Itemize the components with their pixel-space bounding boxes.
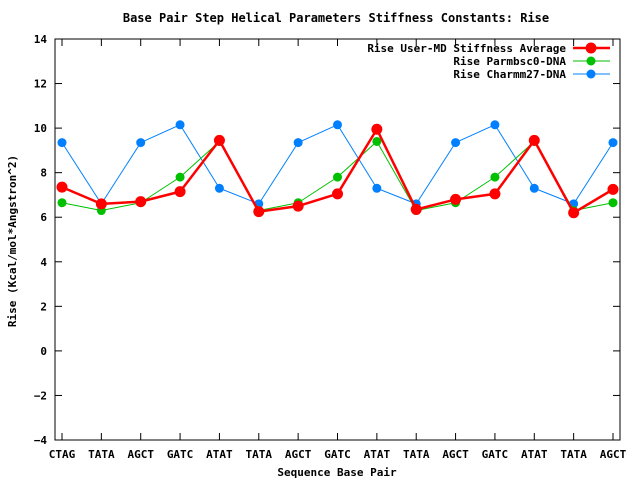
data-point xyxy=(450,193,462,205)
y-axis-label: Rise (Kcal/mol*Angstron^2) xyxy=(6,155,19,327)
y-tick-label: −2 xyxy=(34,389,47,402)
data-point xyxy=(174,186,186,198)
data-point xyxy=(175,172,185,182)
data-point xyxy=(451,138,461,148)
x-tick-label: AGCT xyxy=(442,448,469,461)
x-tick-label: TATA xyxy=(246,448,273,461)
plot-frame xyxy=(54,38,621,441)
data-point xyxy=(57,198,67,208)
data-point xyxy=(372,183,382,193)
data-point xyxy=(608,198,618,208)
legend-swatch-point xyxy=(586,69,596,79)
legend-label: Rise User-MD Stiffness Average xyxy=(367,42,566,55)
x-tick-label: ATAT xyxy=(521,448,548,461)
y-tick-label: −4 xyxy=(34,434,48,447)
x-tick-label: AGCT xyxy=(285,448,312,461)
series-2 xyxy=(57,120,618,209)
data-point xyxy=(568,207,580,219)
data-point xyxy=(489,188,501,200)
data-point xyxy=(607,183,619,195)
data-point xyxy=(135,196,147,208)
x-tick-label: AGCT xyxy=(127,448,154,461)
legend-swatch-point xyxy=(585,42,597,54)
x-axis-ticks: CTAG TATA AGCT GATC ATAT TATA AGCT GATC ATAT TATA… xyxy=(49,39,627,461)
data-point xyxy=(410,203,422,215)
data-point xyxy=(293,138,303,148)
y-tick-label: 14 xyxy=(34,33,48,46)
data-point xyxy=(529,183,539,193)
x-tick-label: TATA xyxy=(560,448,587,461)
data-point xyxy=(333,120,342,130)
data-point xyxy=(95,198,107,210)
data-point xyxy=(333,172,342,182)
data-point xyxy=(608,138,618,148)
data-point xyxy=(528,134,540,146)
data-point xyxy=(213,134,225,146)
x-tick-label: ATAT xyxy=(364,448,391,461)
legend-swatch-point xyxy=(586,56,596,66)
data-point xyxy=(214,183,224,193)
data-point xyxy=(371,123,383,135)
data-point xyxy=(490,120,500,130)
chart-title: Base Pair Step Helical Parameters Stiffn… xyxy=(123,11,549,25)
data-point xyxy=(292,200,304,212)
y-tick-label: 6 xyxy=(40,211,47,224)
data-point xyxy=(57,138,67,148)
data-point xyxy=(490,172,500,182)
y-tick-label: 4 xyxy=(40,256,47,269)
y-tick-label: 8 xyxy=(40,167,47,180)
data-point xyxy=(175,120,185,130)
series-layer xyxy=(56,120,619,219)
x-tick-label: GATC xyxy=(324,448,351,461)
y-axis-ticks: −4 −2 0 2 4 6 8 10 12 14 xyxy=(34,33,620,447)
series-0 xyxy=(56,123,619,219)
data-point xyxy=(253,206,265,218)
data-point xyxy=(56,181,68,193)
x-tick-label: ATAT xyxy=(206,448,233,461)
y-tick-label: 2 xyxy=(40,300,47,313)
x-tick-label: AGCT xyxy=(600,448,627,461)
y-tick-label: 0 xyxy=(40,345,47,358)
data-point xyxy=(332,188,343,200)
legend-label: Rise Charmm27-DNA xyxy=(453,68,566,81)
x-tick-label: GATC xyxy=(167,448,194,461)
x-tick-label: CTAG xyxy=(49,448,76,461)
y-tick-label: 12 xyxy=(34,78,47,91)
data-point xyxy=(372,136,382,146)
x-tick-label: TATA xyxy=(88,448,115,461)
data-point xyxy=(136,138,146,148)
x-tick-label: GATC xyxy=(482,448,509,461)
x-axis-label: Sequence Base Pair xyxy=(277,466,397,479)
y-tick-label: 10 xyxy=(34,122,47,135)
legend-label: Rise Parmbsc0-DNA xyxy=(453,55,566,68)
x-tick-label: TATA xyxy=(403,448,430,461)
